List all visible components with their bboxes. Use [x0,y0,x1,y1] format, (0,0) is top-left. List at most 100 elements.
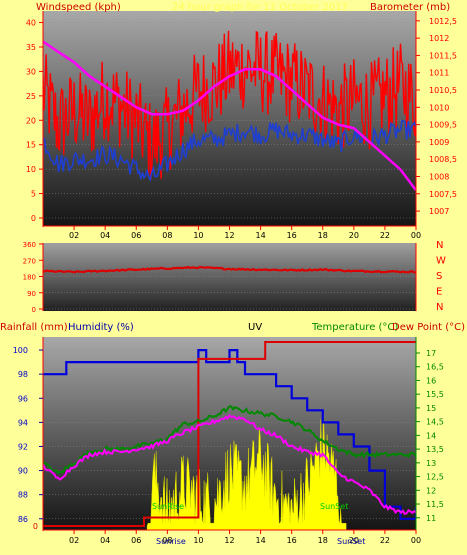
baro-title: Barometer (mb) [370,2,450,13]
compass-label: S [436,271,442,282]
direction-tick-label: 270 [23,257,36,265]
wind-barometer-panel: 051015202530354010071007,510081008,51009… [26,2,457,240]
temp-x-tick-label: 22 [380,536,390,545]
wind-x-tick-label: 12 [224,231,234,240]
humidity-tick-label: 96 [18,394,28,403]
sunrise-label: Sunrise [156,537,186,546]
temp-x-tick-label: 12 [224,536,234,545]
direction-tick-label: 90 [27,290,36,298]
sunset-label-top: SunSet [320,502,348,511]
temp-tick-label: 12 [426,486,436,495]
dew-title: Dew Point (°C) [392,322,465,333]
baro-tick-label: 1010 [429,103,449,112]
humidity-title: Humidity (%) [68,322,134,333]
wind-tick-label: 15 [26,141,36,150]
baro-tick-label: 1011,5 [429,51,457,60]
temp-tick-label: 15 [426,404,436,413]
temp-tick-label: 12,5 [426,473,444,482]
series-dewpoint [43,413,416,516]
wind-x-tick-label: 22 [380,231,390,240]
humidity-tick-label: 90 [18,467,28,476]
series-temperature [43,405,416,475]
wind-x-tick-label: 20 [349,231,359,240]
direction-plot-area [43,243,416,311]
wind-x-tick-label: 16 [287,231,297,240]
wind-x-tick-label: 00 [411,231,421,240]
temp-tick-label: 11 [426,514,436,523]
wind-x-tick-label: 10 [193,231,203,240]
temp-tick-label: 13 [426,459,436,468]
humidity-tick-label: 88 [18,491,28,500]
rain-title: Rainfall (mm) [0,322,68,333]
temp-x-tick-label: 08 [162,536,172,545]
compass-label: E [436,287,442,298]
humidity-tick-label: 100 [13,346,28,355]
direction-tick-label: 360 [23,241,36,249]
wind-tick-label: 30 [26,67,36,76]
temp-tick-label: 15,5 [426,390,444,399]
uv-title: UV [248,322,262,333]
compass-label: N [436,240,443,251]
baro-tick-label: 1008,5 [429,155,457,164]
baro-tick-label: 1012,5 [429,17,457,26]
rain-tick-label: 0 [33,522,38,531]
date-title: 24 hour graph for 11 October 2017 [172,2,348,13]
wind-x-tick-label: 06 [131,231,141,240]
temp-x-tick-label: 10 [193,536,203,545]
sunset-label: SunSet [337,537,365,546]
wind-x-tick-label: 04 [100,231,110,240]
temp-tick-label: 17 [426,349,436,358]
series-uv [146,414,347,530]
wind-x-tick-label: 08 [162,231,172,240]
temp-x-tick-label: 16 [287,536,297,545]
baro-tick-label: 1011 [429,69,449,78]
temp-x-tick-label: 20 [349,536,359,545]
wind-tick-label: 0 [31,214,36,223]
direction-tick-label: 0 [32,306,36,314]
series-humidity [43,349,416,520]
humidity-tick-label: 94 [18,418,28,427]
rain-humidity-temp-panel: 8688909294969810001111,51212,51313,51414… [0,322,465,546]
sunrise-label-top: SunRise [152,502,184,511]
wind-tick-label: 40 [26,19,36,28]
humidity-tick-label: 86 [18,515,28,524]
wind-x-tick-label: 02 [69,231,79,240]
temp-title: Temperature (°C) [311,322,398,333]
humidity-tick-label: 98 [18,370,28,379]
baro-tick-label: 1007,5 [429,190,457,199]
series-gust [43,30,416,180]
temp-tick-label: 16,5 [426,363,444,372]
wind-tick-label: 20 [26,116,36,125]
baro-tick-label: 1010,5 [429,86,457,95]
temp-tick-label: 14,5 [426,418,444,427]
temp-x-tick-label: 18 [318,536,328,545]
series-average [43,119,416,182]
temp-x-tick-label: 06 [131,536,141,545]
wind-x-tick-label: 18 [318,231,328,240]
baro-tick-label: 1012 [429,34,449,43]
baro-tick-label: 1009,5 [429,121,457,130]
temp-x-tick-label: 02 [69,536,79,545]
wind-tick-label: 10 [26,165,36,174]
temp-x-tick-label: 00 [411,536,421,545]
wind-tick-label: 25 [26,92,36,101]
wind-title: Windspeed (kph) [36,2,121,13]
temp-x-tick-label: 04 [100,536,110,545]
temp-tick-label: 14 [426,431,436,440]
compass-label: N [436,302,443,313]
baro-tick-label: 1009 [429,138,449,147]
wind-tick-label: 35 [26,43,36,52]
baro-tick-label: 1008 [429,172,449,181]
temp-tick-label: 16 [426,376,436,385]
baro-tick-label: 1007 [429,207,449,216]
wind-x-tick-label: 14 [255,231,265,240]
temp-x-tick-label: 14 [255,536,265,545]
wind-tick-label: 5 [31,190,36,199]
temp-tick-label: 13,5 [426,445,444,454]
temp-tick-label: 11,5 [426,500,444,509]
humidity-tick-label: 92 [18,442,28,451]
compass-label: W [436,256,446,267]
direction-tick-label: 180 [23,274,36,282]
